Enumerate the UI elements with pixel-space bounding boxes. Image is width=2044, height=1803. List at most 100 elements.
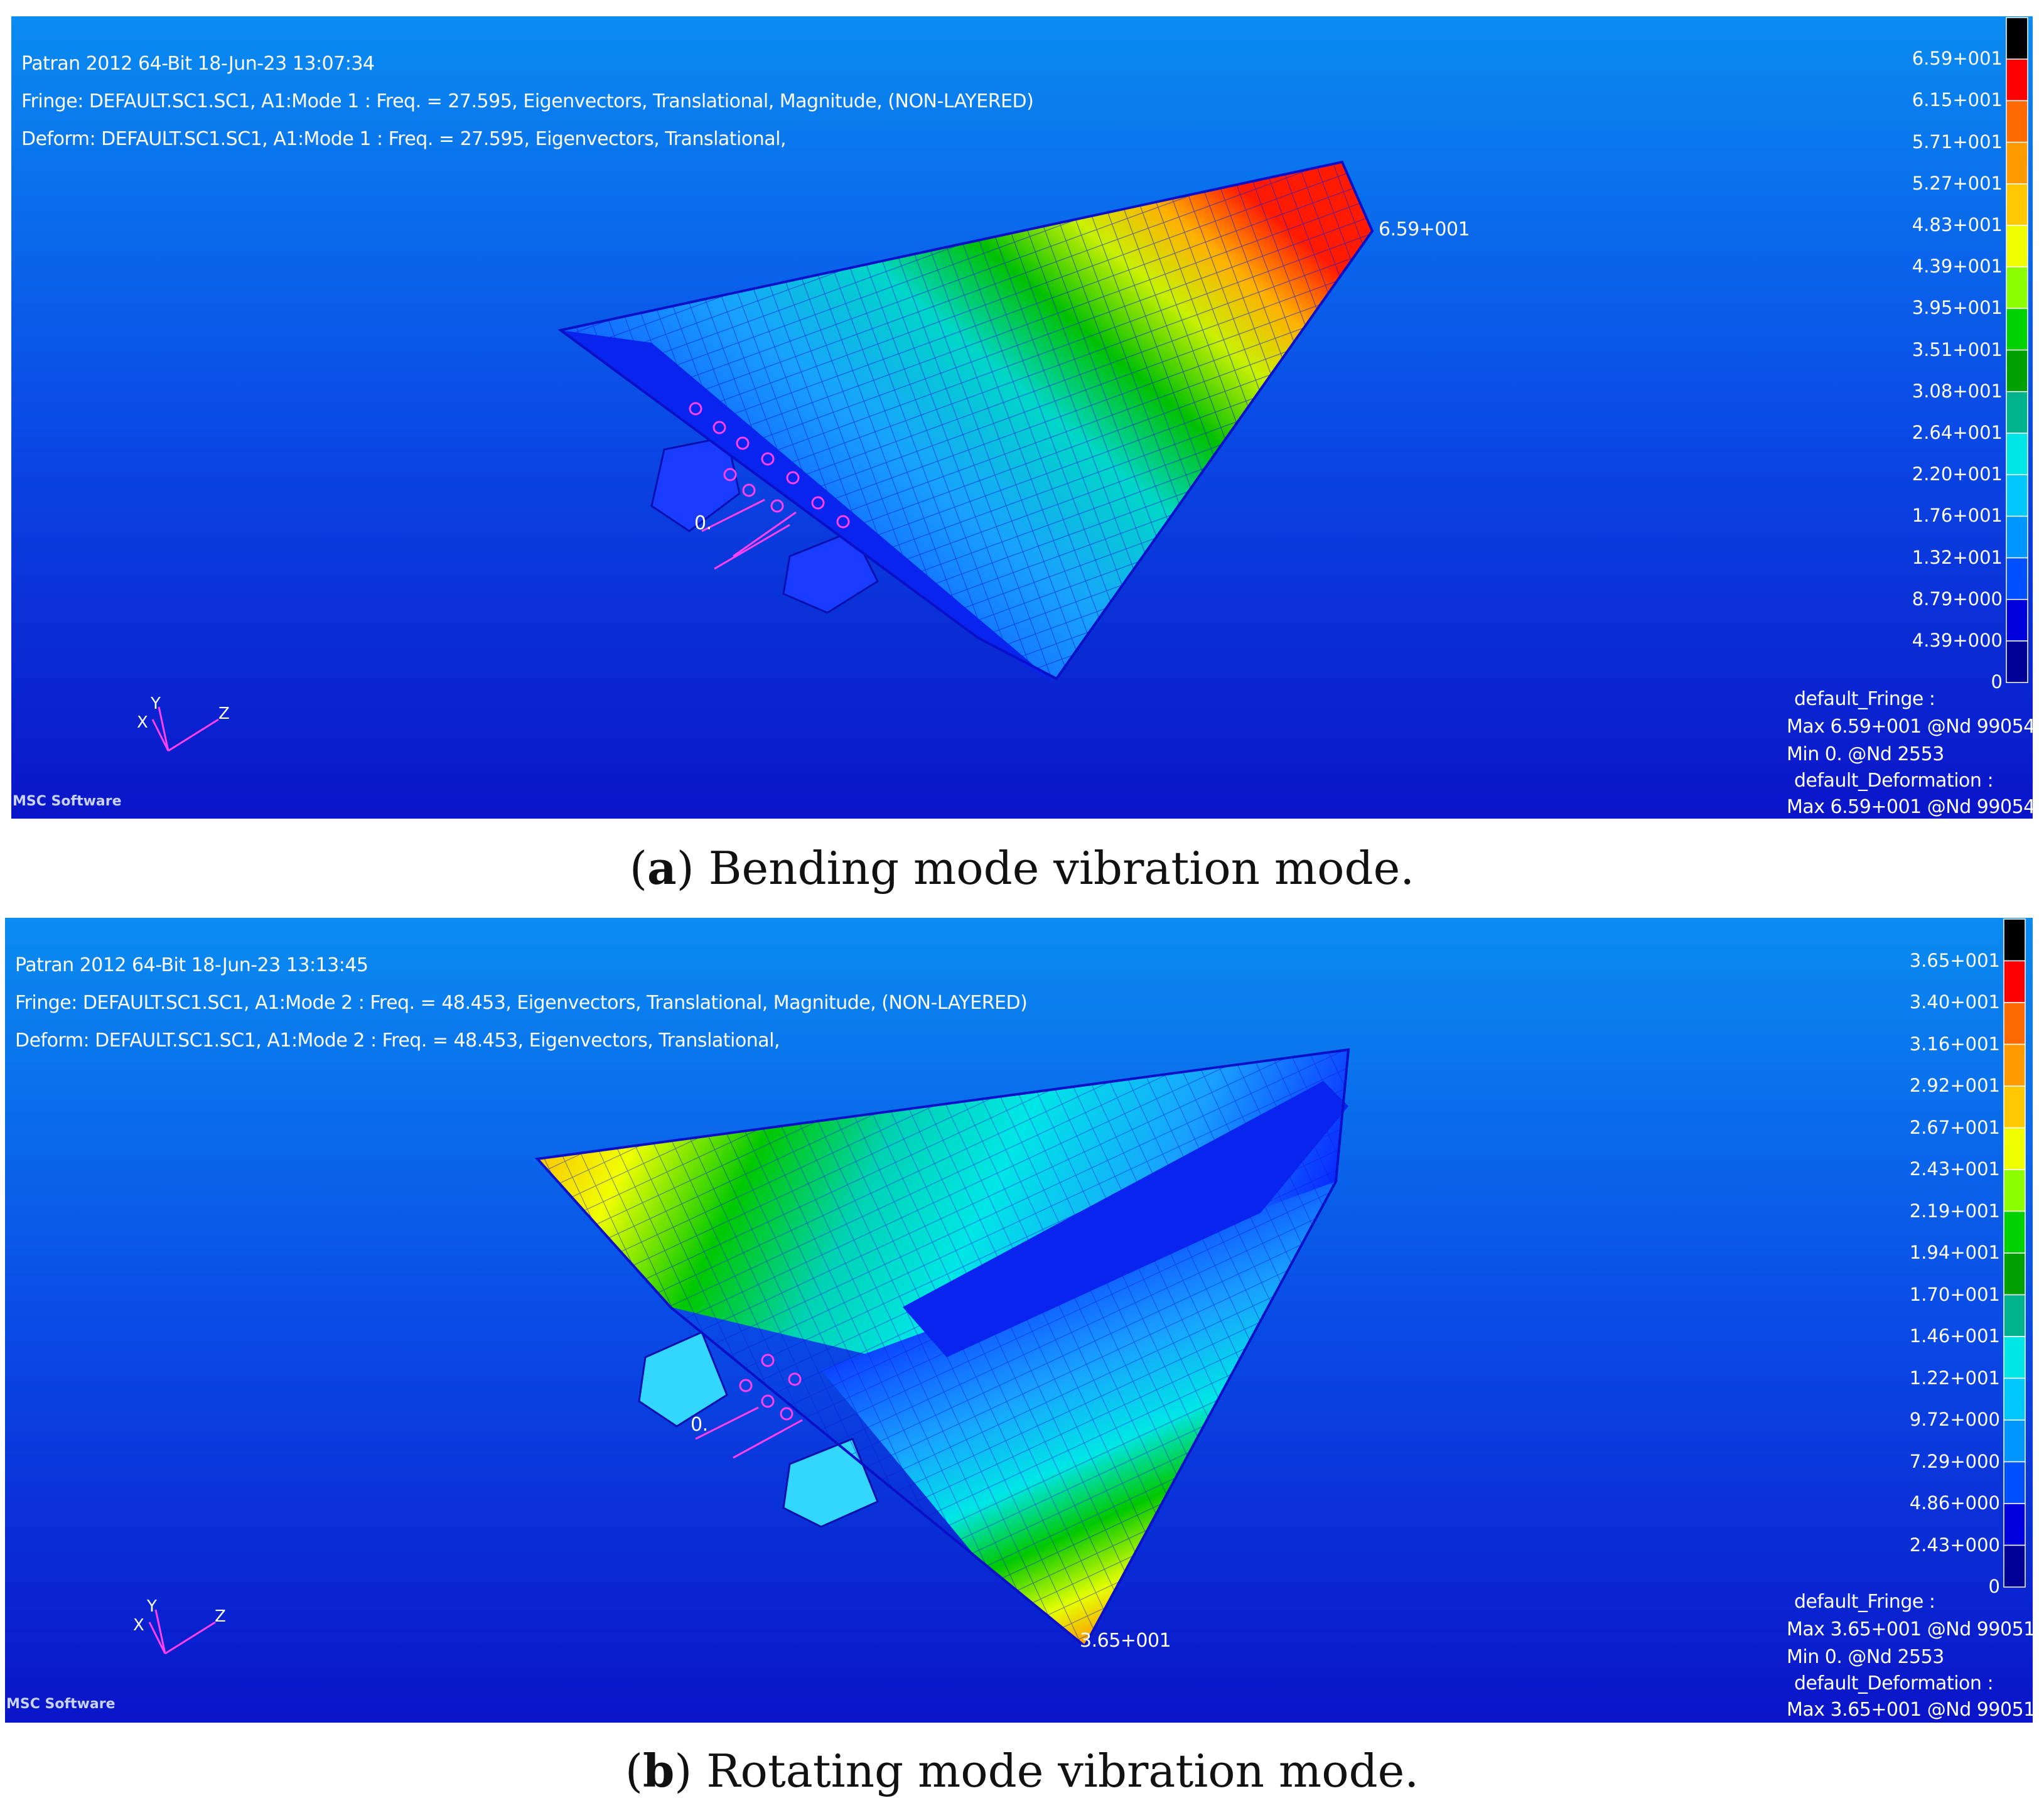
info-fringe-title: default_Fringe : xyxy=(1794,1591,1935,1613)
colorbar-tick-label: 2.43+000 xyxy=(1909,1534,2000,1556)
info-min: Min 0. @Nd 2553 xyxy=(1787,743,1944,765)
colorbar-cell xyxy=(2003,1169,2026,1212)
colorbar-cell xyxy=(2003,1085,2026,1129)
colorbar-tick-label: 3.65+001 xyxy=(1909,949,2000,971)
colorbar-cell xyxy=(2006,141,2028,185)
header-line-1: Patran 2012 64-Bit 18-Jun-23 13:13:45 xyxy=(15,954,368,976)
colorbar-cell xyxy=(2006,640,2028,683)
colorbar-tick-label: 2.67+001 xyxy=(1909,1116,2000,1138)
info-max: Max 3.65+001 @Nd 990516 xyxy=(1787,1618,2033,1640)
colorbar-tick-label: 3.08+001 xyxy=(1912,380,2003,402)
caption-a: (a) Bending mode vibration mode. xyxy=(629,841,1415,895)
info-deform-max: Max 3.65+001 @Nd 990516 xyxy=(1787,1699,2033,1721)
axis-z-label: Z xyxy=(215,1607,226,1626)
info-deform-max: Max 6.59+001 @Nd 990546 xyxy=(1787,796,2033,818)
colorbar-tick-label: 3.51+001 xyxy=(1912,338,2003,360)
colorbar-cell xyxy=(2006,349,2028,392)
colorbar-tick-label: 1.46+001 xyxy=(1909,1325,2000,1347)
info-min: Min 0. @Nd 2553 xyxy=(1787,1646,1944,1668)
colorbar-cell xyxy=(2006,599,2028,642)
info-max: Max 6.59+001 @Nd 990546 xyxy=(1787,716,2033,738)
colorbar-tick-label: 3.95+001 xyxy=(1912,297,2003,319)
colorbar-tick-label: 2.19+001 xyxy=(1909,1200,2000,1222)
axis-z-label: Z xyxy=(218,704,230,723)
colorbar-tick-label: 4.83+001 xyxy=(1912,214,2003,235)
colorbar-tick-label: 4.39+001 xyxy=(1912,256,2003,277)
viewport-background xyxy=(5,918,2033,1723)
colorbar-cell xyxy=(2003,1127,2026,1170)
colorbar-tick-label: 9.72+000 xyxy=(1909,1409,2000,1430)
colorbar-tick-label: 1.76+001 xyxy=(1912,505,2003,527)
axis-y-label: Y xyxy=(151,694,161,713)
colorbar-tick-label: 0 xyxy=(1991,671,2003,693)
colorbar-cell xyxy=(2003,1377,2026,1421)
msc-software-logo: MSC Software xyxy=(13,794,122,809)
colorbar-cell xyxy=(2006,557,2028,600)
colorbar-tick-label: 6.15+001 xyxy=(1912,89,2003,111)
colorbar-cell xyxy=(2003,1336,2026,1379)
header-line-3: Deform: DEFAULT.SC1.SC1, A1:Mode 1 : Fre… xyxy=(21,128,787,150)
colorbar-tick-label: 6.59+001 xyxy=(1912,48,2003,70)
caption-b: (b) Rotating mode vibration mode. xyxy=(625,1744,1419,1797)
colorbar-cell xyxy=(2006,58,2028,102)
colorbar-tick-label: 4.39+000 xyxy=(1912,630,2003,651)
colorbar-tick-label: 2.64+001 xyxy=(1912,422,2003,443)
colorbar-tick-label: 0 xyxy=(1988,1576,2000,1597)
colorbar-cell xyxy=(2003,918,2026,962)
viewport-background xyxy=(11,16,2033,819)
msc-software-logo: MSC Software xyxy=(6,1696,116,1712)
min-marker-label: 0. xyxy=(694,512,712,534)
colorbar-cell xyxy=(2003,1043,2026,1087)
caption-a-text: Bending mode vibration mode. xyxy=(694,842,1415,895)
colorbar-tick-label: 2.43+001 xyxy=(1909,1158,2000,1180)
header-line-1: Patran 2012 64-Bit 18-Jun-23 13:07:34 xyxy=(21,53,375,75)
caption-b-text: Rotating mode vibration mode. xyxy=(692,1745,1419,1797)
colorbar-tick-label: 1.94+001 xyxy=(1909,1242,2000,1263)
colorbar-cell xyxy=(2003,1461,2026,1504)
colorbar-cell xyxy=(2006,391,2028,434)
colorbar-tick-label: 8.79+000 xyxy=(1912,588,2003,610)
min-marker-label: 0. xyxy=(691,1414,708,1436)
colorbar-cell xyxy=(2003,960,2026,1003)
colorbar-cell xyxy=(2006,266,2028,309)
header-line-2: Fringe: DEFAULT.SC1.SC1, A1:Mode 2 : Fre… xyxy=(15,992,1028,1014)
info-deform-title: default_Deformation : xyxy=(1794,1672,1994,1694)
header-line-3: Deform: DEFAULT.SC1.SC1, A1:Mode 2 : Fre… xyxy=(15,1030,780,1052)
colorbar-tick-label: 5.27+001 xyxy=(1912,172,2003,194)
colorbar-tick-label: 3.16+001 xyxy=(1909,1033,2000,1055)
colorbar-cell xyxy=(2003,1210,2026,1254)
colorbar-cell xyxy=(2006,183,2028,226)
colorbar-tick-label: 1.70+001 xyxy=(1909,1283,2000,1305)
caption-a-letter: a xyxy=(647,841,677,895)
info-fringe-title: default_Fringe : xyxy=(1794,688,1935,710)
colorbar-cell xyxy=(2006,225,2028,267)
caption-b-letter: b xyxy=(642,1744,675,1797)
colorbar-cell xyxy=(2006,474,2028,517)
max-marker-label: 6.59+001 xyxy=(1379,218,1470,240)
colorbar-cell xyxy=(2003,1419,2026,1463)
axis-x-label: X xyxy=(137,713,148,732)
colorbar-cell xyxy=(2006,515,2028,559)
colorbar-cell xyxy=(2003,1503,2026,1546)
colorbar-cell xyxy=(2003,1544,2026,1588)
colorbar-cell xyxy=(2003,1294,2026,1337)
header-line-2: Fringe: DEFAULT.SC1.SC1, A1:Mode 1 : Fre… xyxy=(21,90,1034,112)
info-deform-title: default_Deformation : xyxy=(1794,770,1994,792)
colorbar-tick-label: 2.20+001 xyxy=(1912,463,2003,485)
colorbar-tick-label: 7.29+000 xyxy=(1909,1450,2000,1472)
colorbar-cell xyxy=(2006,100,2028,143)
colorbar-tick-label: 1.32+001 xyxy=(1912,546,2003,568)
viewport-panel-b: Patran 2012 64-Bit 18-Jun-23 13:13:45 Fr… xyxy=(5,918,2033,1723)
colorbar-cell xyxy=(2006,17,2028,60)
max-marker-label: 3.65+001 xyxy=(1080,1630,1171,1652)
viewport-panel-a: Patran 2012 64-Bit 18-Jun-23 13:07:34 Fr… xyxy=(11,16,2033,819)
axis-y-label: Y xyxy=(147,1597,157,1616)
colorbar-tick-label: 1.22+001 xyxy=(1909,1367,2000,1389)
colorbar-cell xyxy=(2006,308,2028,351)
colorbar-cell xyxy=(2003,1002,2026,1045)
colorbar-cell xyxy=(2006,433,2028,475)
colorbar-tick-label: 4.86+000 xyxy=(1909,1492,2000,1514)
colorbar-tick-label: 3.40+001 xyxy=(1909,991,2000,1013)
colorbar-tick-label: 2.92+001 xyxy=(1909,1075,2000,1096)
colorbar-tick-label: 5.71+001 xyxy=(1912,131,2003,153)
